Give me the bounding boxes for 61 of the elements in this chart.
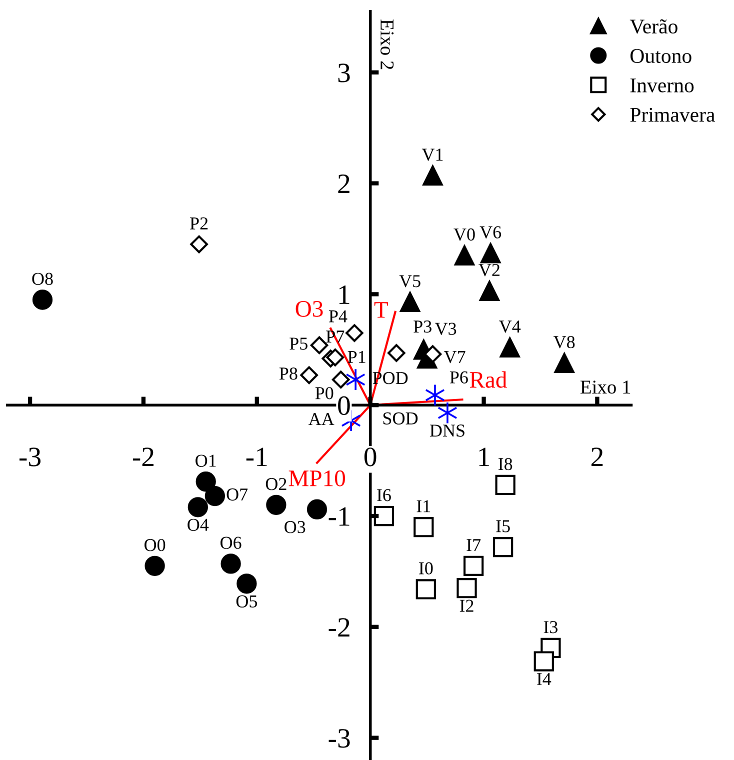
data-label: V4 [499,320,521,333]
data-label: I0 [419,562,433,574]
data-label: I4 [537,673,552,685]
data-label: I5 [496,520,510,532]
data-label: I8 [498,458,512,470]
data-label: V1 [422,148,443,161]
data-label: I2 [460,600,474,612]
data-label: I7 [466,539,481,551]
legend-label: Inverno [630,78,694,92]
data-label: O7 [226,488,248,501]
data-label: I1 [416,500,430,512]
legend-label: Outono [630,48,692,63]
x-tick-label: -3 [19,448,41,466]
data-label: O4 [188,518,209,531]
data-label: V7 [444,351,466,364]
data-label: P8 [279,368,298,380]
data-label: V3 [434,322,456,335]
data-label: O1 [196,454,216,467]
x-tick-label: 1 [479,448,490,466]
x-tick-label: 0 [364,448,376,466]
data-label: P2 [190,217,208,230]
x-tick-label: 2 [591,448,603,466]
y-axis-title: Eixo 2 [380,19,394,70]
x-tick-label: -1 [246,448,267,466]
y-tick-label: -2 [328,618,350,637]
legend-label: Primavera [630,108,715,122]
data-label: P1 [348,350,366,363]
data-label: V6 [480,226,502,238]
data-label: O5 [236,595,258,608]
data-label: O3 [284,521,306,534]
series-label: O3 [296,300,323,317]
data-label: DNS [430,424,464,437]
y-tick-label: -3 [328,729,350,748]
data-label: O6 [220,536,242,549]
data-label: P6 [450,371,468,384]
data-label: P5 [290,338,308,350]
data-label: V2 [478,264,500,276]
y-tick-label: -1 [328,507,350,526]
data-label: V5 [399,275,420,288]
y-tick-label: 3 [338,64,350,82]
x-axis-title: Eixo 1 [580,380,630,394]
data-label: P0 [315,387,334,400]
data-label: P3 [414,320,432,333]
data-label: O8 [32,272,53,285]
data-label: SOD [383,412,418,424]
y-tick-label: 1 [339,286,350,304]
data-label: O0 [144,538,166,552]
series-label: Rad [470,371,507,388]
legend-label: Verão [630,19,678,34]
data-label: P4 [328,310,348,322]
x-tick-label: -2 [132,448,154,466]
data-label: AA [308,413,334,425]
series-label: MP10 [288,470,345,486]
y-tick-label: 2 [338,174,350,193]
data-label: V0 [454,228,475,241]
y-tick-label: 0 [338,396,350,416]
data-label: V8 [553,336,575,348]
data-label: O2 [266,478,286,490]
series-label: T [374,302,388,318]
data-label: I3 [544,621,558,634]
data-label: I6 [377,489,391,502]
